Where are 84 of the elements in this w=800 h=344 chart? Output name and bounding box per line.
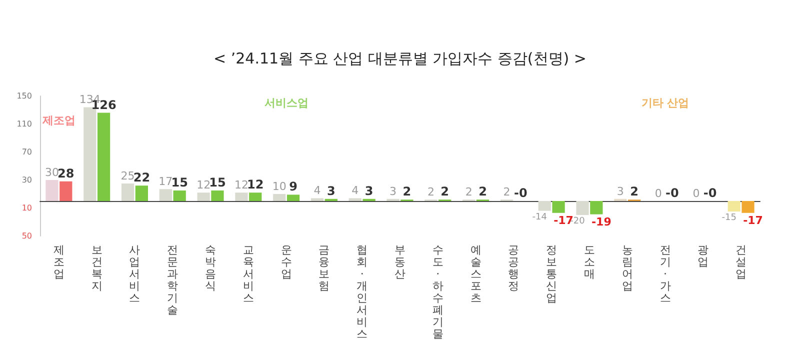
data-label: 28 [58, 166, 74, 180]
x-tick-label: 수도·하수폐기물 [432, 244, 444, 340]
bar [728, 201, 740, 212]
bar [249, 192, 262, 201]
x-tick-label: 운수업 [280, 244, 292, 280]
data-label: 9 [289, 180, 298, 194]
data-label: 22 [133, 170, 150, 185]
bar [121, 184, 134, 201]
bar [538, 201, 551, 211]
data-label: -0 [514, 186, 528, 200]
y-tick-label: 110 [16, 120, 32, 128]
data-label: 0 [654, 187, 662, 200]
data-label: 30 [45, 166, 59, 179]
annotation: 제조업 [41, 114, 76, 127]
bar [97, 112, 110, 201]
data-label: 2 [503, 186, 510, 199]
y-tick-label: 30 [22, 176, 32, 184]
bar [46, 180, 58, 201]
data-label: 2 [630, 184, 638, 199]
x-tick-label: 전기·가스 [660, 244, 671, 304]
bar [273, 194, 286, 201]
x-tick-label: 숙박음식 [205, 244, 216, 292]
x-tick-label: 공공행정 [508, 244, 520, 292]
bar [286, 194, 300, 201]
x-tick-label: 농림어업 [622, 244, 633, 292]
data-label: -17 [743, 214, 763, 227]
annotation: 서비스업 [264, 96, 308, 110]
x-tick-label: 보건복지 [91, 244, 102, 292]
x-tick-label: 교육서비스 [242, 244, 254, 304]
data-label: 17 [158, 175, 173, 188]
bar [552, 201, 565, 213]
data-label: 12 [196, 178, 211, 192]
bar [576, 201, 589, 215]
x-tick-label: 전문과학기술 [167, 244, 178, 316]
data-label: 3 [364, 184, 374, 198]
y-tick-label: 70 [22, 148, 32, 156]
y-tick-label: 50 [22, 232, 32, 240]
data-label: 2 [402, 184, 412, 199]
data-label: 15 [209, 176, 226, 190]
bar [197, 192, 210, 201]
data-label: 2 [465, 186, 472, 199]
bar [590, 201, 603, 214]
bar [310, 198, 324, 201]
x-tick-label: 제조업 [53, 244, 64, 280]
x-tick-label: 금융보험 [318, 244, 330, 292]
bar [742, 201, 754, 213]
data-label: -19 [591, 215, 612, 228]
x-tick-label: 광업 [698, 244, 709, 268]
bar [348, 198, 362, 201]
data-label: 12 [234, 178, 248, 192]
bar [173, 190, 186, 201]
y-tick-label: 150 [16, 92, 32, 100]
bar [211, 190, 224, 201]
data-label: 3 [326, 184, 336, 198]
data-label: 2 [440, 184, 450, 199]
data-label: -14 [532, 212, 548, 222]
x-tick-label: 사업서비스 [129, 244, 140, 304]
x-tick-label: 건설업 [736, 244, 747, 280]
x-tick-label: 예술스포츠 [470, 244, 482, 304]
data-label: 3 [390, 184, 397, 198]
bar [60, 181, 72, 201]
data-label: -15 [722, 213, 736, 223]
data-label: -0 [666, 186, 679, 200]
x-tick-label: 정보통신업 [546, 244, 558, 304]
data-label: 4 [314, 184, 321, 198]
data-label: -0 [703, 186, 717, 200]
data-label: 12 [247, 178, 264, 192]
data-label: 3 [616, 184, 624, 198]
data-label: 2 [478, 184, 487, 199]
x-tick-label: 협회·개인서비스 [356, 244, 368, 340]
bar [235, 192, 248, 201]
y-tick-label: 10 [22, 204, 32, 212]
bar [159, 189, 172, 201]
chart-title: < ’24.11월 주요 산업 대분류별 가입자수 증감(천명) > [214, 50, 586, 68]
data-label: 2 [427, 186, 434, 199]
annotation: 기타 산업 [641, 96, 690, 110]
data-label: 0 [692, 187, 700, 200]
data-label: 15 [171, 176, 188, 190]
data-label: 25 [120, 170, 135, 182]
x-tick-label: 부동산 [394, 244, 406, 280]
x-tick-label: 도소매 [584, 244, 595, 280]
data-label: 10 [272, 180, 286, 193]
bar [135, 186, 148, 201]
data-label: 4 [352, 184, 359, 198]
